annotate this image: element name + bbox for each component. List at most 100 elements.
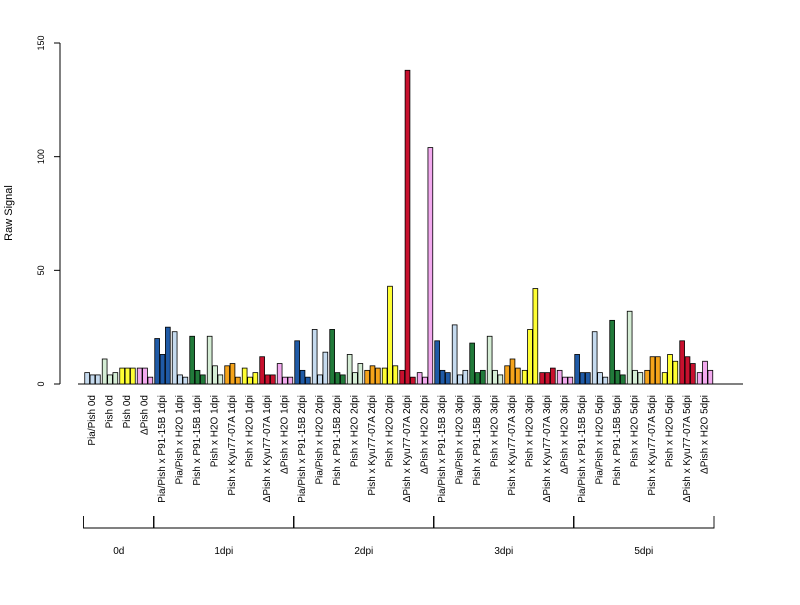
bar (591, 331, 598, 385)
category-label: Pish 0d (105, 395, 116, 428)
bar (101, 358, 108, 385)
bar (399, 369, 405, 385)
bar (404, 69, 411, 385)
bar (696, 372, 703, 385)
bar (451, 324, 458, 385)
bar (462, 369, 469, 385)
category-label: Pia/Pish x H2O 2dpi (315, 395, 326, 485)
bar (206, 335, 213, 385)
bar (492, 369, 498, 385)
y-tick-label: 50 (36, 265, 46, 275)
bar (614, 369, 621, 385)
bar (544, 372, 551, 385)
bar (707, 369, 714, 385)
bar (474, 372, 481, 385)
category-label: Pish x P91-15B 1dpi (192, 395, 203, 486)
group-bracket (153, 516, 295, 529)
y-axis: 0 50 100 150 (36, 35, 61, 387)
bar (527, 329, 533, 385)
bar (264, 374, 271, 385)
bar (661, 372, 668, 385)
bar (392, 365, 399, 385)
bar (497, 374, 504, 385)
bar (427, 147, 434, 385)
bar (189, 335, 195, 385)
bar (84, 372, 90, 385)
category-label: Pia/Pish 0d (87, 395, 98, 446)
bar (235, 376, 241, 385)
category-label: Pia/Pish x H2O 3dpi (455, 395, 466, 485)
bar (340, 374, 346, 385)
bar (322, 351, 329, 385)
bar (165, 326, 171, 385)
bar (171, 331, 178, 385)
bar (387, 285, 393, 385)
bar (509, 358, 516, 385)
bar (112, 372, 119, 385)
bar (632, 369, 638, 385)
group-brackets: 0d 1dpi 2dpi 3dpi 5dpi (83, 516, 715, 557)
bar (107, 374, 113, 385)
bar (276, 363, 283, 385)
bar (644, 369, 650, 385)
category-label: Pish x P91-15B 3dpi (472, 395, 483, 486)
group-label: 2dpi (354, 546, 373, 557)
bar (130, 367, 136, 385)
bar (352, 372, 358, 385)
group-bracket (433, 516, 575, 529)
bar (574, 354, 580, 385)
category-label: ΔPish x Kyu77-07A 5dpi (682, 395, 693, 502)
bar (369, 365, 376, 385)
category-label: Pish x H2O 1dpi (245, 395, 256, 467)
bar (422, 376, 428, 385)
category-label: Pish x Kyu77-07A 1dpi (227, 395, 238, 496)
bar (457, 374, 463, 385)
bar (154, 338, 160, 385)
category-label: Pish x H2O 2dpi (350, 395, 361, 467)
bar (247, 376, 253, 385)
group-label: 1dpi (214, 546, 233, 557)
bar (270, 374, 276, 385)
bar (311, 329, 318, 385)
bar (515, 367, 521, 385)
bar (439, 369, 446, 385)
category-label: Pish x P91-15B 2dpi (332, 395, 343, 486)
bar (539, 372, 545, 385)
bar (95, 374, 101, 385)
bar (224, 365, 230, 385)
bar (445, 372, 451, 385)
bar (334, 372, 341, 385)
category-label: ΔPish 0d (140, 395, 151, 435)
bar (282, 376, 288, 385)
group-bracket (573, 516, 715, 529)
bar (416, 372, 423, 385)
bar (346, 354, 353, 385)
bar (299, 369, 306, 385)
bar (317, 374, 323, 385)
bar (212, 365, 218, 385)
category-label: Pish x H2O 1dpi (210, 395, 221, 467)
bar (602, 376, 609, 385)
bar (177, 374, 183, 385)
bar (142, 367, 148, 385)
bar (294, 340, 300, 385)
bar (690, 363, 696, 385)
bar (550, 367, 556, 385)
bar (434, 340, 440, 385)
bar (329, 329, 335, 385)
bar (556, 369, 563, 385)
category-label: Pia/Pish x P91-15B 2dpi (297, 395, 308, 503)
bar (679, 340, 685, 385)
bar (597, 372, 603, 385)
bar (381, 367, 388, 385)
category-label: ΔPish x H2O 3dpi (560, 395, 571, 474)
bar (305, 376, 311, 385)
category-label: Pish 0d (122, 395, 133, 428)
y-tick-label: 100 (36, 149, 46, 164)
bar (241, 367, 248, 385)
y-tick-label: 0 (36, 381, 46, 386)
bar (684, 356, 691, 385)
group-label: 5dpi (634, 546, 653, 557)
